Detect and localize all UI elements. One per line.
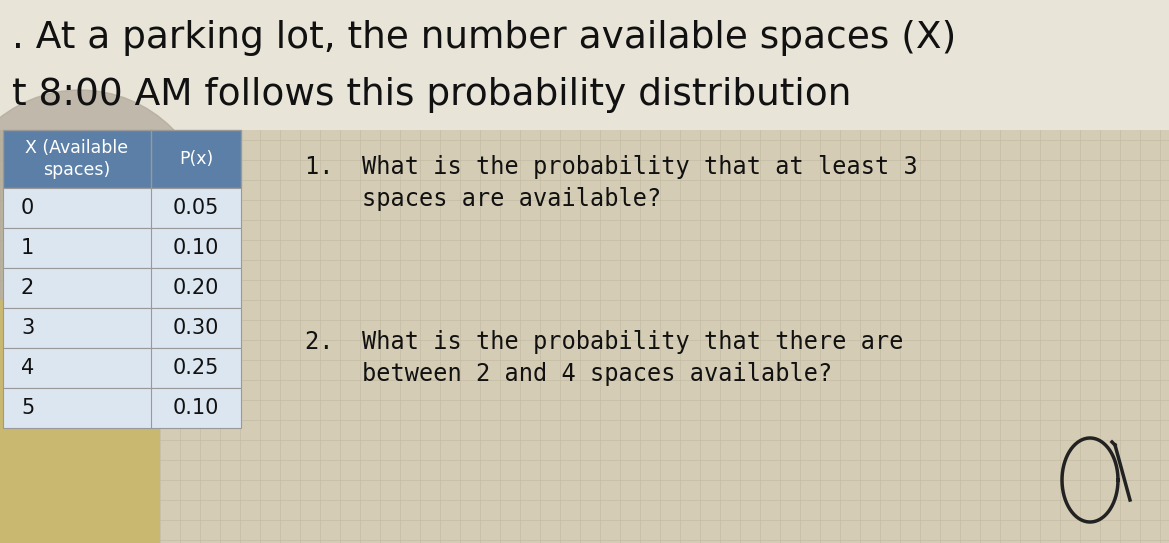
Text: spaces are available?: spaces are available? bbox=[305, 187, 662, 211]
Text: t 8:00 AM follows this probability distribution: t 8:00 AM follows this probability distr… bbox=[12, 77, 851, 113]
Text: 0.10: 0.10 bbox=[173, 238, 220, 258]
FancyBboxPatch shape bbox=[0, 300, 160, 543]
Text: 0.20: 0.20 bbox=[173, 278, 220, 298]
FancyBboxPatch shape bbox=[4, 268, 241, 308]
Text: 0.25: 0.25 bbox=[173, 358, 220, 378]
Text: . At a parking lot, the number available spaces (X): . At a parking lot, the number available… bbox=[12, 20, 956, 56]
FancyBboxPatch shape bbox=[0, 0, 1169, 130]
FancyBboxPatch shape bbox=[4, 388, 241, 428]
Text: 0.30: 0.30 bbox=[173, 318, 220, 338]
Text: 0.05: 0.05 bbox=[173, 198, 220, 218]
FancyBboxPatch shape bbox=[4, 188, 241, 228]
Text: 5: 5 bbox=[21, 398, 34, 418]
Text: 2.  What is the probability that there are: 2. What is the probability that there ar… bbox=[305, 330, 904, 354]
Text: 1.  What is the probability that at least 3: 1. What is the probability that at least… bbox=[305, 155, 918, 179]
FancyBboxPatch shape bbox=[4, 130, 241, 188]
Text: 1: 1 bbox=[21, 238, 34, 258]
Text: X (Available
spaces): X (Available spaces) bbox=[26, 139, 129, 179]
FancyBboxPatch shape bbox=[4, 348, 241, 388]
FancyBboxPatch shape bbox=[4, 228, 241, 268]
Text: 0.10: 0.10 bbox=[173, 398, 220, 418]
Text: 0: 0 bbox=[21, 198, 34, 218]
Text: 2: 2 bbox=[21, 278, 34, 298]
Text: 3: 3 bbox=[21, 318, 34, 338]
FancyBboxPatch shape bbox=[4, 308, 241, 348]
Text: 4: 4 bbox=[21, 358, 34, 378]
Text: between 2 and 4 spaces available?: between 2 and 4 spaces available? bbox=[305, 362, 832, 386]
Text: P(x): P(x) bbox=[179, 150, 213, 168]
Circle shape bbox=[0, 90, 210, 350]
